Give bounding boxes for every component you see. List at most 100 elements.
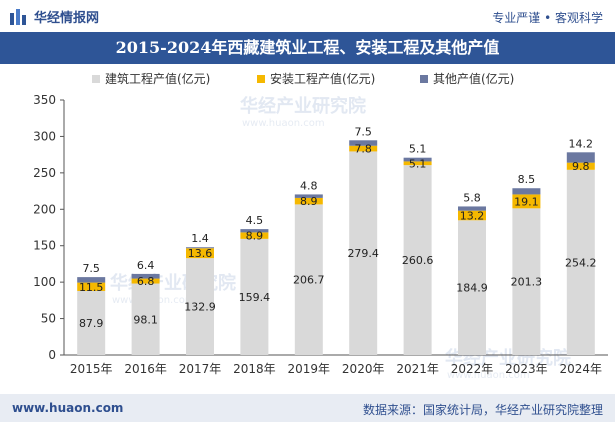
bar-2-series-1 [131,283,160,355]
data-label-9-series-1: 201.3 [511,276,543,289]
data-label-8-series-2: 13.2 [460,209,485,222]
data-label-10-series-1: 254.2 [565,256,597,269]
bar-6-series-2 [349,145,378,152]
bar-9-series-1 [512,208,541,355]
bar-8-series-1 [458,220,486,355]
watermark-url-3: www.huaon.com [447,370,530,381]
axes: 0 50 100 150 200 250 300 350 2015年 2016年 2017年 2018… [33,93,608,376]
bar-8-series-3 [458,206,486,211]
x-tick-label-7: 2021年 [396,362,439,376]
bar-5-series-1 [294,204,323,355]
data-label-3-series-2: 13.6 [188,247,213,260]
data-label-8-series-1: 184.9 [456,282,488,295]
legend-swatch-3 [420,75,428,83]
data-label-2-series-2: 6.8 [137,275,155,288]
data-label-4-series-1: 159.4 [239,291,271,304]
x-tick-label-5: 2019年 [288,362,331,376]
top-bar: 华经情报网 专业严谨 • 客观科学 [0,0,615,32]
title-bar: 2015-2024年西藏建筑业工程、安装工程及其他产值 [0,32,615,64]
bar-4-series-1 [240,238,269,355]
data-label-10-series-2: 9.8 [572,160,590,173]
data-label-4-series-2: 8.9 [246,230,264,243]
y-tick-label-7: 350 [33,93,56,107]
legend-label-1: 建筑工程产值(亿元) [105,71,210,86]
data-label-6-series-1: 279.4 [347,247,379,260]
legend-swatch-1 [92,75,100,83]
data-labels: 87.9 11.5 7.5 98.1 6.8 6.4 132.9 13.6 1.4 159.4 8.… [79,125,597,330]
bar-5-series-3 [294,194,323,198]
x-tick-label-6: 2020年 [342,362,385,376]
bar-9-series-2 [512,194,541,209]
bar-4-series-3 [240,229,269,233]
legend-swatch-2 [257,75,265,83]
x-tick-label-9: 2023年 [505,362,548,376]
bar-1-series-3 [77,277,106,283]
slogan: 专业严谨 • 客观科学 [492,11,603,25]
data-label-6-series-3: 7.5 [354,125,372,138]
x-tick-label-10: 2024年 [560,362,603,376]
bars [77,140,595,355]
bar-4-series-2 [240,232,269,239]
y-tick-label-2: 100 [33,275,56,289]
data-label-6-series-2: 7.8 [354,143,372,156]
bar-2-series-3 [131,273,160,279]
bar-3-series-2 [186,248,214,259]
data-label-10-series-3: 14.2 [569,137,594,150]
data-label-2-series-1: 98.1 [133,313,158,326]
y-tick-label-5: 250 [33,166,56,180]
data-label-7-series-1: 260.6 [402,254,434,267]
data-label-7-series-3: 5.1 [409,143,427,156]
y-tick-label-1: 50 [41,312,56,326]
bar-6-series-3 [349,140,378,146]
bar-7-series-3 [403,157,432,162]
watermark-cn-1: 华经产业研究院 [240,95,366,117]
brand: 华经情报网 [10,7,99,26]
data-label-5-series-3: 4.8 [300,179,318,192]
y-tick-label-3: 150 [33,239,56,253]
y-tick-label-4: 200 [33,202,56,216]
data-source: 数据来源：国家统计局，华经产业研究院整理 [362,403,603,417]
data-label-5-series-1: 206.7 [293,274,325,287]
data-label-1-series-3: 7.5 [82,262,100,275]
brand-name: 华经情报网 [34,11,100,26]
x-tick-label-8: 2022年 [451,362,494,376]
data-label-9-series-2: 19.1 [514,195,539,208]
legend-label-2: 安装工程产值(亿元) [270,71,375,86]
stacked-bar-chart: 建筑工程产值(亿元) 安装工程产值(亿元) 其他产值(亿元) 华经产业研究院 www.… [33,71,608,381]
chart-title: 2015-2024年西藏建筑业工程、安装工程及其他产值 [115,38,500,57]
x-tick-label-3: 2017年 [179,362,222,376]
bar-2-series-2 [131,278,160,284]
data-label-8-series-3: 5.8 [463,191,481,204]
data-label-9-series-3: 8.5 [518,173,536,186]
huajing-logo-icon [10,8,26,25]
data-label-7-series-2: 5.1 [409,157,427,170]
bar-6-series-1 [349,151,378,355]
data-label-4-series-3: 4.5 [246,214,264,227]
x-tick-label-4: 2018年 [233,362,276,376]
bar-8-series-2 [458,210,486,221]
bar-7-series-1 [403,165,432,355]
data-label-5-series-2: 8.9 [300,195,318,208]
data-label-3-series-3: 1.4 [191,232,209,245]
bar-10-series-3 [566,152,595,163]
data-label-1-series-2: 11.5 [79,281,104,294]
x-tick-label-1: 2015年 [70,362,113,376]
y-tick-label-0: 0 [48,348,56,362]
data-label-2-series-3: 6.4 [137,259,155,272]
bar-3-series-1 [186,258,214,355]
bar-5-series-2 [294,197,323,205]
bar-7-series-2 [403,161,432,166]
bar-9-series-3 [512,188,541,195]
watermark-cn-2: 华经产业研究院 [110,272,236,294]
footer-url: www.huaon.com [12,401,124,415]
watermarks: 华经产业研究院www.huaon.com华经产业研究院www.huaon.com… [110,95,571,381]
legend-label-3: 其他产值(亿元) [433,71,514,86]
x-tick-label-2: 2016年 [124,362,167,376]
bar-10-series-1 [566,169,595,355]
bar-10-series-2 [566,162,595,170]
data-label-1-series-1: 87.9 [79,317,104,330]
footer: www.huaon.com 数据来源：国家统计局，华经产业研究院整理 [0,394,615,422]
legend: 建筑工程产值(亿元) 安装工程产值(亿元) 其他产值(亿元) [92,71,514,86]
bar-3-series-3 [186,247,214,249]
data-label-3-series-1: 132.9 [184,301,216,314]
